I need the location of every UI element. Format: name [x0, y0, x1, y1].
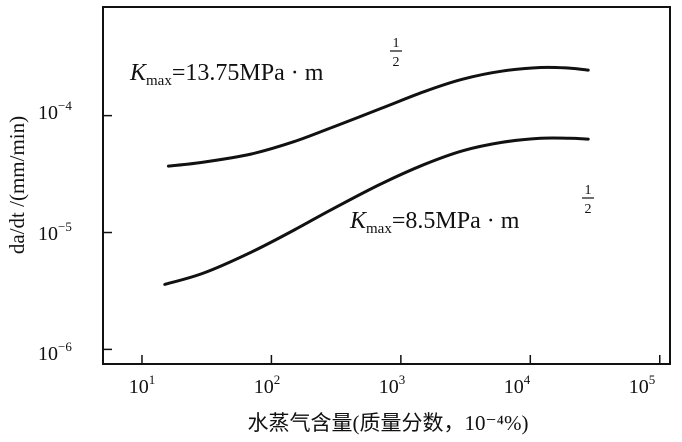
series-label-lower: Kmax=8.5MPa · m 1 2: [349, 183, 594, 237]
series-label-upper: Kmax=13.75MPa · m 1 2: [129, 36, 402, 89]
series-lines: [163, 65, 590, 286]
svg-text:1: 1: [393, 36, 400, 51]
series-line-lower: [163, 136, 590, 286]
x-axis-label: 水蒸气含量(质量分数，10⁻⁴%): [248, 411, 529, 435]
x-tick-label: 105: [629, 372, 656, 398]
svg-text:2: 2: [585, 202, 592, 217]
y-tick-label: 10−6: [38, 339, 72, 365]
x-tick-label: 103: [379, 372, 406, 398]
series-line-upper: [166, 65, 590, 168]
svg-text:Kmax=13.75MPa · m: Kmax=13.75MPa · m: [129, 60, 324, 89]
y-tick-label: 10−5: [38, 219, 72, 245]
x-tick-label: 101: [129, 372, 156, 398]
svg-text:1: 1: [585, 183, 592, 198]
axis-ticks: [103, 114, 661, 364]
x-tick-label: 104: [504, 372, 531, 398]
svg-text:2: 2: [393, 55, 400, 70]
x-tick-label: 102: [254, 372, 281, 398]
svg-text:Kmax=8.5MPa · m: Kmax=8.5MPa · m: [349, 208, 520, 237]
y-tick-label: 10−4: [38, 98, 72, 124]
y-axis-label: da/dt /(mm/min): [5, 116, 29, 254]
plot-frame: [102, 6, 671, 365]
